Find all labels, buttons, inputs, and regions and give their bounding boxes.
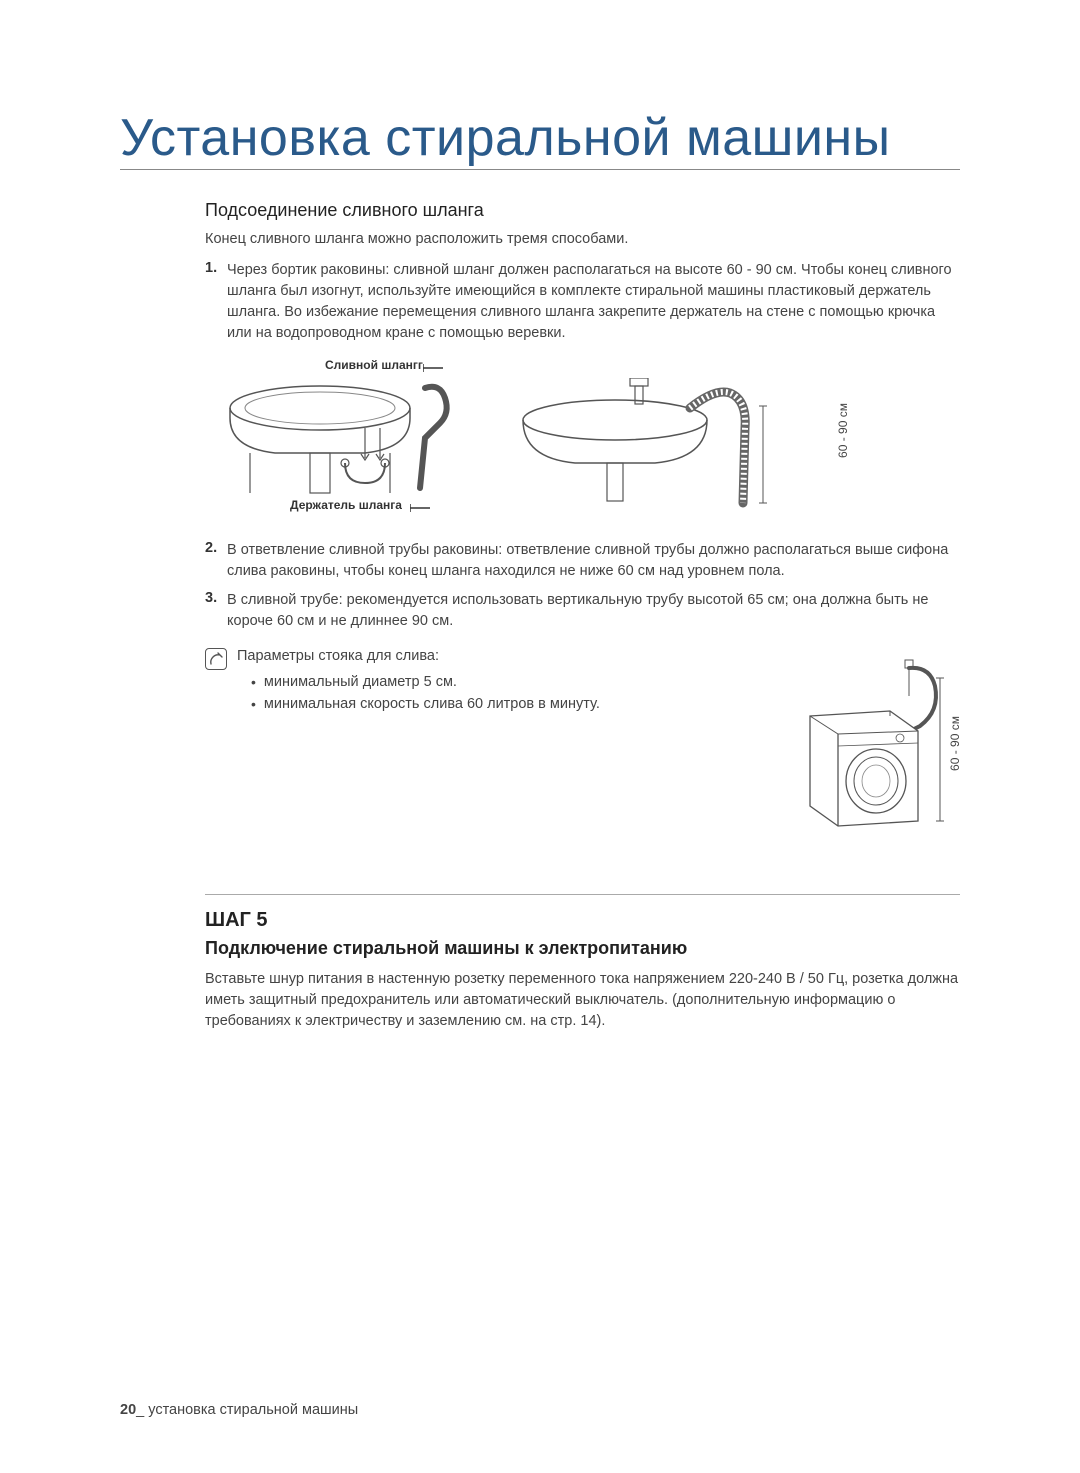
washer-illustration: 60 - 90 см xyxy=(790,656,970,836)
sink-illustration-left xyxy=(225,378,465,513)
label-drain-hose: Сливной шлангг xyxy=(325,358,423,372)
section-divider xyxy=(205,894,960,895)
page-title: Установка стиральной машины xyxy=(120,110,960,167)
height-label-1: 60 - 90 см xyxy=(836,403,850,458)
label-pointer xyxy=(423,364,447,372)
list-number: 1. xyxy=(205,260,227,344)
label-hose-holder: Держатель шланга xyxy=(290,498,402,512)
list-number: 2. xyxy=(205,540,227,582)
bullet-text: минимальная скорость слива 60 литров в м… xyxy=(264,694,600,716)
footer-text: установка стиральной машины xyxy=(148,1402,358,1418)
footer-separator: _ xyxy=(136,1402,148,1418)
page-footer: 20_ установка стиральной машины xyxy=(120,1402,358,1418)
section2-text: Вставьте шнур питания в настенную розетк… xyxy=(205,969,960,1032)
list-item-1: 1. Через бортик раковины: сливной шланг … xyxy=(205,260,960,344)
step-number: ШАГ 5 xyxy=(205,909,960,932)
list-number: 3. xyxy=(205,590,227,632)
page-number: 20 xyxy=(120,1402,136,1418)
bullet-mark: • xyxy=(251,672,256,694)
diagram-sinks: Сливной шлангг xyxy=(225,358,960,518)
list-item-2: 2. В ответвление сливной трубы раковины:… xyxy=(205,540,960,582)
section-heading-drain: Подсоединение сливного шланга xyxy=(205,200,960,221)
intro-text: Конец сливного шланга можно расположить … xyxy=(205,229,960,250)
list-item-3: 3. В сливной трубе: рекомендуется исполь… xyxy=(205,590,960,632)
list-text: В ответвление сливной трубы раковины: от… xyxy=(227,540,960,582)
height-label-2: 60 - 90 см xyxy=(948,716,962,771)
section-heading-power: Подключение стиральной машины к электроп… xyxy=(205,938,960,959)
title-underline xyxy=(120,169,960,170)
bullet-mark: • xyxy=(251,694,256,716)
label-pointer xyxy=(410,504,434,512)
bullet-text: минимальный диаметр 5 см. xyxy=(264,672,457,694)
sink-illustration-right xyxy=(515,378,775,518)
list-text: Через бортик раковины: сливной шланг дол… xyxy=(227,260,960,344)
list-text: В сливной трубе: рекомендуется использов… xyxy=(227,590,960,632)
note-icon xyxy=(205,648,227,670)
